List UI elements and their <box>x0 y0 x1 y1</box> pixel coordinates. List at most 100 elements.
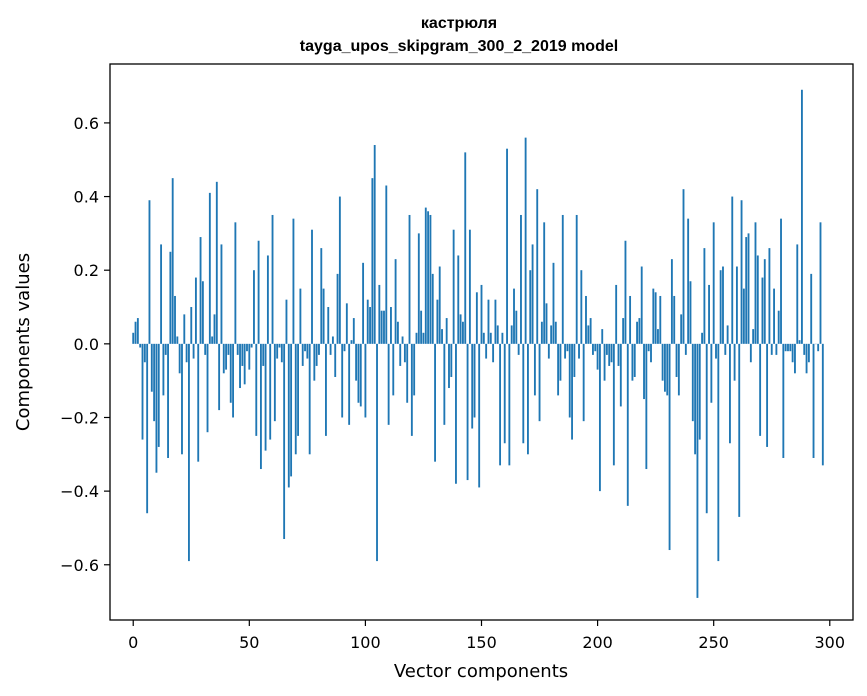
bar-264 <box>745 237 748 344</box>
bar-234 <box>675 343 678 377</box>
bar-295 <box>817 343 820 352</box>
bar-96 <box>355 343 358 381</box>
bar-248 <box>708 284 710 344</box>
bar-14 <box>164 343 167 355</box>
bar-102 <box>369 307 371 344</box>
bar-205 <box>608 343 611 366</box>
bar-118 <box>406 343 409 403</box>
bar-42 <box>229 343 232 403</box>
bar-192 <box>578 343 580 359</box>
bar-293 <box>812 343 815 458</box>
bar-33 <box>208 192 211 344</box>
bar-30 <box>201 281 204 344</box>
bar-93 <box>348 343 351 425</box>
bar-135 <box>445 318 448 344</box>
y-tick-label: 0.6 <box>74 114 99 133</box>
bar-43 <box>232 343 234 418</box>
bar-284 <box>791 343 794 363</box>
bar-170 <box>527 343 529 455</box>
bar-156 <box>494 299 497 344</box>
bar-108 <box>383 310 385 344</box>
bar-61 <box>273 343 276 422</box>
bar-140 <box>457 255 460 344</box>
bar-202 <box>601 329 604 344</box>
bar-55 <box>259 343 262 470</box>
bar-51 <box>250 343 253 348</box>
bar-287 <box>798 340 801 344</box>
bar-66 <box>285 299 288 344</box>
bar-84 <box>327 307 330 344</box>
bar-65 <box>283 343 286 539</box>
bar-155 <box>492 343 495 363</box>
bar-245 <box>701 332 704 344</box>
bar-253 <box>719 270 722 344</box>
bar-227 <box>659 295 662 344</box>
bar-72 <box>299 288 302 344</box>
y-tick-label: −0.4 <box>60 482 99 501</box>
bar-228 <box>661 343 664 381</box>
bar-38 <box>220 244 223 344</box>
bar-0 <box>132 332 135 344</box>
bar-197 <box>589 318 592 344</box>
bar-95 <box>352 318 355 344</box>
bar-21 <box>181 343 183 455</box>
bar-26 <box>192 343 195 359</box>
bar-215 <box>631 343 634 381</box>
bar-48 <box>243 343 246 385</box>
bar-122 <box>415 332 418 344</box>
bar-247 <box>705 343 708 514</box>
bar-208 <box>615 284 618 344</box>
bar-189 <box>571 343 573 440</box>
bar-267 <box>752 329 755 344</box>
bar-249 <box>710 343 713 403</box>
bar-272 <box>763 259 766 344</box>
bar-229 <box>664 343 666 392</box>
bar-101 <box>366 299 369 344</box>
bar-83 <box>325 343 327 436</box>
bar-213 <box>626 343 629 506</box>
bar-242 <box>694 343 697 455</box>
bar-251 <box>715 343 717 359</box>
bar-106 <box>378 284 381 344</box>
bar-273 <box>766 343 769 447</box>
bar-236 <box>680 314 683 344</box>
bar-196 <box>587 325 590 344</box>
bar-260 <box>735 266 738 344</box>
bar-165 <box>515 310 518 344</box>
bar-150 <box>480 284 483 344</box>
bar-201 <box>598 343 601 492</box>
bar-71 <box>297 343 299 436</box>
bar-114 <box>396 321 399 344</box>
bar-180 <box>550 325 553 344</box>
bar-278 <box>777 310 780 344</box>
bar-271 <box>761 277 764 344</box>
bar-136 <box>448 343 450 389</box>
bar-276 <box>773 288 775 344</box>
y-axis-ticks: −0.6 −0.4 −0.2 0.0 0.2 0.4 0.6 <box>60 114 110 575</box>
bar-50 <box>248 343 251 370</box>
bar-113 <box>394 259 397 344</box>
bar-120 <box>410 343 413 436</box>
bar-154 <box>489 332 492 344</box>
bar-37 <box>218 343 221 411</box>
bar-75 <box>306 343 309 359</box>
bar-146 <box>471 343 474 429</box>
bar-10 <box>155 343 158 473</box>
bar-4 <box>141 343 144 440</box>
bar-289 <box>803 343 806 355</box>
bar-164 <box>513 288 515 344</box>
bar-162 <box>508 343 511 466</box>
bar-179 <box>547 343 550 359</box>
bar-92 <box>345 303 348 344</box>
bar-246 <box>703 248 706 344</box>
bar-59 <box>269 343 272 440</box>
y-tick-label: 0.2 <box>74 261 99 280</box>
bar-193 <box>580 270 583 344</box>
bar-79 <box>315 343 318 366</box>
bar-211 <box>622 318 625 344</box>
bar-90 <box>341 343 344 418</box>
bar-53 <box>255 343 258 436</box>
bar-88 <box>336 273 339 344</box>
bar-104 <box>373 145 376 344</box>
bar-13 <box>162 343 165 396</box>
